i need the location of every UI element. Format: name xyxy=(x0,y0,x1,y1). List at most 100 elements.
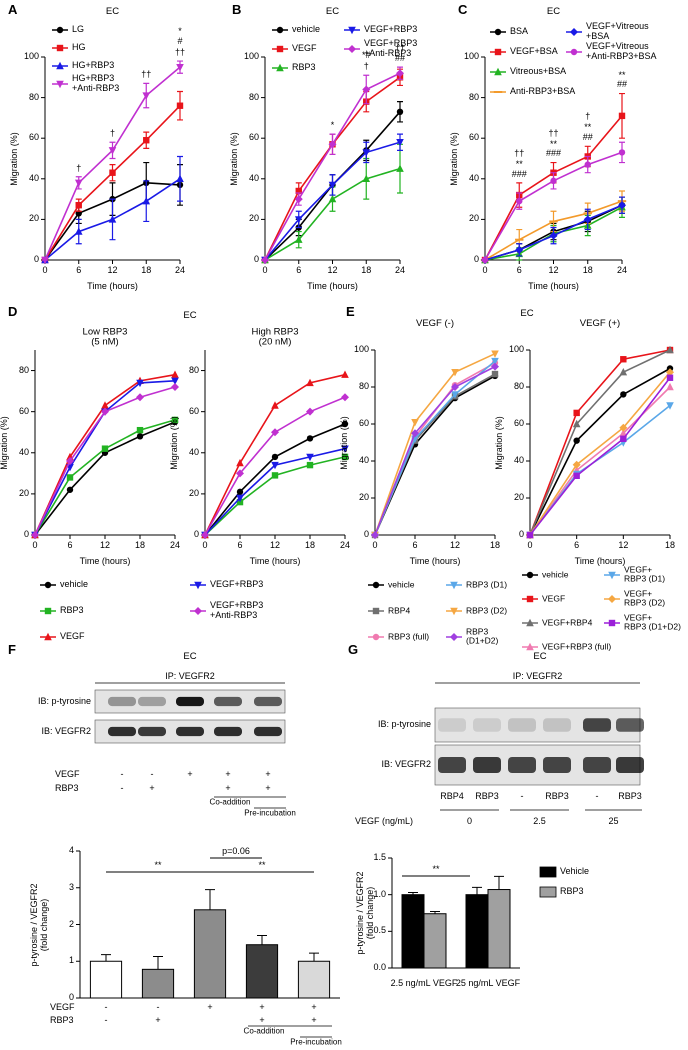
data-point xyxy=(341,393,349,402)
x-tick-label: 0 xyxy=(262,265,268,276)
y-tick-label: 100 xyxy=(508,344,524,355)
annotation: † xyxy=(363,61,369,72)
treatment-sign: + xyxy=(225,783,231,794)
data-point xyxy=(271,453,279,461)
data-point xyxy=(328,181,337,190)
bar xyxy=(245,944,279,999)
y-tick-label: 40 xyxy=(248,172,259,183)
legend-label: vehicle xyxy=(292,24,321,35)
chart-title: VEGF (+) xyxy=(579,317,621,329)
y-tick-label: 80 xyxy=(358,381,369,392)
data-point xyxy=(176,174,184,182)
data-point xyxy=(341,445,349,453)
annotation: ** ### xyxy=(511,159,527,179)
annotation: ** ### xyxy=(545,138,562,159)
y-tick-label: 20 xyxy=(18,487,29,498)
y-tick-label: 60 xyxy=(513,418,524,429)
series-line xyxy=(374,360,496,536)
data-point xyxy=(620,356,627,363)
x-tick-label: 12 xyxy=(99,540,111,551)
lane-label: RBP4 xyxy=(440,791,464,802)
legend-label: LG xyxy=(72,24,85,35)
y-tick-label: 3 xyxy=(68,881,74,892)
panel-letter: A xyxy=(8,1,18,17)
x-tick-label: 6 xyxy=(516,265,522,276)
y-axis-label: Migration (%) xyxy=(9,131,20,186)
data-point xyxy=(549,220,558,223)
y-tick-label: 20 xyxy=(248,213,259,224)
y-axis-label: p-tyrosine / VEGFR2 (fold change) xyxy=(355,871,375,955)
x-axis-label: Time (hours) xyxy=(307,281,358,292)
data-point xyxy=(618,112,626,120)
treatment-note: Pre-incubation xyxy=(244,808,296,818)
data-point xyxy=(549,231,558,240)
legend-swatch-marker xyxy=(526,571,534,579)
y-axis-label: Migration (%) xyxy=(229,131,240,186)
data-point xyxy=(666,382,674,391)
y-tick-label: 0 xyxy=(518,529,524,540)
y-tick-label: 100 xyxy=(243,51,259,62)
data-point xyxy=(236,469,244,478)
y-tick-label: 100 xyxy=(23,51,39,62)
y-tick-label: 0.0 xyxy=(373,962,386,973)
legend-swatch-marker xyxy=(56,44,64,52)
legend-label: Anti-RBP3+BSA xyxy=(510,86,576,97)
blot-band xyxy=(438,757,466,773)
legend-swatch xyxy=(539,866,557,878)
data-point xyxy=(171,377,179,386)
x-tick-label: 24 xyxy=(174,265,186,276)
legend-label: VEGF+RBP4 xyxy=(542,617,593,628)
data-point xyxy=(109,169,116,176)
data-point xyxy=(306,453,314,462)
blot-band xyxy=(214,726,242,737)
legend-label: vehicle xyxy=(388,579,415,590)
data-point xyxy=(271,401,279,409)
series-line xyxy=(34,421,176,536)
annotation: * # xyxy=(177,26,183,47)
treatment-sign: + xyxy=(265,769,271,780)
axes xyxy=(204,350,345,536)
y-tick-label: 0 xyxy=(363,529,369,540)
error-bar xyxy=(430,911,440,914)
x-axis-label: Time (hours) xyxy=(79,556,131,567)
bar xyxy=(401,894,425,969)
data-point xyxy=(236,458,244,467)
chart-title: Low RBP3 (5 nM) xyxy=(82,326,128,348)
data-point xyxy=(572,460,581,469)
annotation: †† xyxy=(514,147,525,158)
data-point xyxy=(236,488,244,496)
y-tick-label: 0 xyxy=(253,254,259,265)
y-tick-label: 4 xyxy=(68,845,74,856)
legend-label: Vehicle xyxy=(560,866,590,877)
data-point xyxy=(66,474,74,481)
chart-title: High RBP3 (20 nM) xyxy=(251,326,299,348)
legend-label: VEGF+RBP3 xyxy=(364,24,418,35)
bar xyxy=(465,894,489,969)
data-point xyxy=(101,445,109,452)
axes xyxy=(374,350,495,536)
lane-label: RBP3 xyxy=(545,791,569,802)
annotation: p=0.06 xyxy=(222,846,250,857)
x-tick-label: 18 xyxy=(664,540,676,551)
panel-letter: C xyxy=(458,1,468,17)
x-tick-label: 25 ng/mL VEGF xyxy=(455,978,521,989)
legend-swatch-marker xyxy=(56,61,64,70)
y-tick-label: 80 xyxy=(468,91,479,102)
x-tick-label: 0 xyxy=(372,540,378,551)
legend-swatch-marker xyxy=(44,607,52,615)
legend-swatch-marker xyxy=(372,633,380,641)
annotation: †† xyxy=(174,47,186,58)
dose-label: VEGF (ng/mL) xyxy=(355,816,414,827)
series-line xyxy=(529,404,671,536)
legend-swatch-marker xyxy=(276,26,284,34)
treatment-sign: + xyxy=(259,1015,265,1026)
blot-band xyxy=(583,718,611,732)
blot-band xyxy=(473,757,501,773)
legend-label: RBP3 xyxy=(292,62,316,73)
legend-label: vehicle xyxy=(542,569,569,580)
blot-band xyxy=(438,718,466,732)
y-tick-label: 40 xyxy=(188,446,199,457)
blot-band xyxy=(176,726,204,737)
series-line xyxy=(529,371,671,536)
legend-label: RBP3 xyxy=(60,605,84,616)
